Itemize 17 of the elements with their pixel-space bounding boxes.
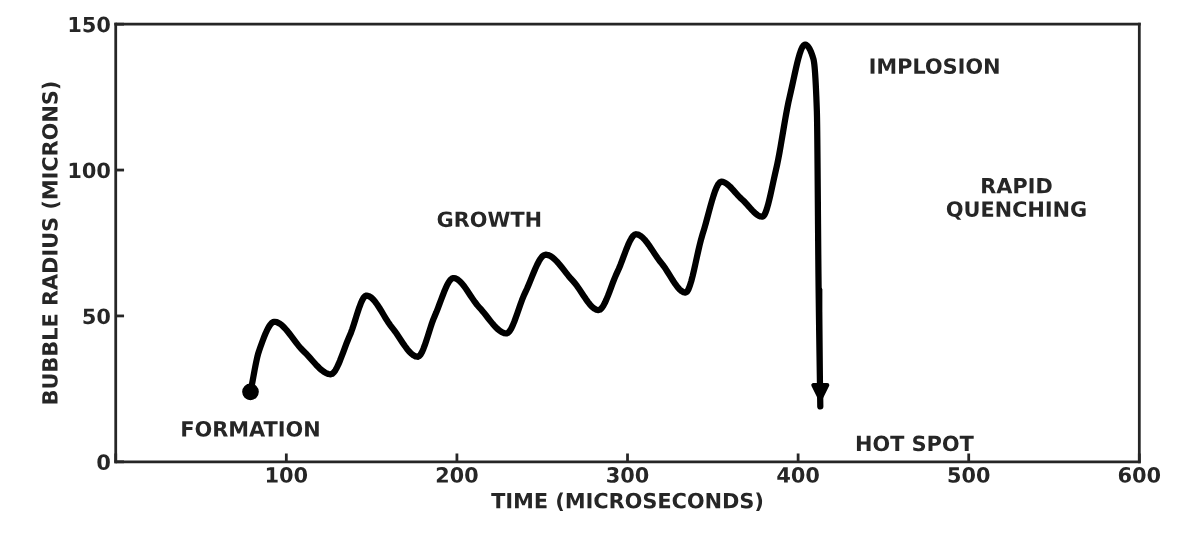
annotation: HOT SPOT (856, 435, 974, 452)
x-tick-label: 300 (607, 467, 649, 483)
annotation: GROWTH (437, 211, 541, 228)
annotation: FORMATION (182, 420, 319, 437)
x-tick-label: 200 (436, 467, 478, 483)
y-tick-label: 150 (69, 16, 110, 33)
x-tick-label: 500 (948, 467, 990, 483)
x-axis-title: TIME (MICROSECONDS) (491, 492, 763, 511)
annotation: RAPID QUENCHING (946, 178, 1086, 220)
y-tick-label: 0 (97, 454, 110, 471)
annotation: IMPLOSION (870, 58, 999, 74)
x-tick-label: 100 (266, 467, 308, 483)
x-tick-label: 600 (1118, 467, 1161, 483)
x-tick-label: 400 (777, 467, 819, 483)
y-tick-label: 50 (83, 308, 110, 325)
y-tick-label: 100 (69, 162, 110, 179)
y-axis-title: BUBBLE RADIUS (MICRONS) (41, 82, 61, 404)
